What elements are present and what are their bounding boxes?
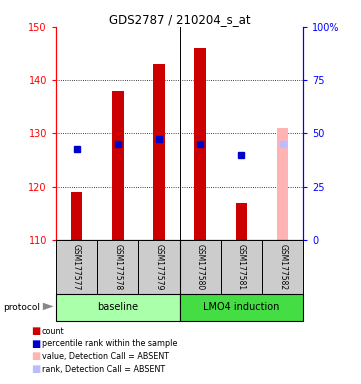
Bar bbox=[277, 128, 288, 240]
Title: GDS2787 / 210204_s_at: GDS2787 / 210204_s_at bbox=[109, 13, 251, 26]
Text: LMO4 induction: LMO4 induction bbox=[203, 302, 280, 312]
Text: protocol: protocol bbox=[4, 303, 40, 312]
Text: GSM177580: GSM177580 bbox=[196, 244, 205, 290]
Text: rank, Detection Call = ABSENT: rank, Detection Call = ABSENT bbox=[42, 364, 165, 374]
Text: GSM177578: GSM177578 bbox=[113, 244, 122, 290]
Bar bbox=[236, 203, 247, 240]
Text: percentile rank within the sample: percentile rank within the sample bbox=[42, 339, 177, 348]
Text: ■: ■ bbox=[31, 364, 40, 374]
Bar bbox=[195, 48, 206, 240]
Bar bbox=[180, 294, 303, 321]
Bar bbox=[56, 240, 97, 294]
Text: GSM177581: GSM177581 bbox=[237, 244, 246, 290]
Text: GSM177577: GSM177577 bbox=[72, 244, 81, 290]
Bar bbox=[138, 240, 180, 294]
Text: ■: ■ bbox=[31, 351, 40, 361]
Text: count: count bbox=[42, 326, 64, 336]
Text: GSM177579: GSM177579 bbox=[155, 244, 164, 290]
Bar bbox=[56, 294, 180, 321]
Text: baseline: baseline bbox=[97, 302, 138, 312]
Bar bbox=[262, 240, 303, 294]
Bar bbox=[71, 192, 82, 240]
Bar bbox=[153, 64, 165, 240]
Bar bbox=[221, 240, 262, 294]
Polygon shape bbox=[43, 303, 53, 310]
Text: value, Detection Call = ABSENT: value, Detection Call = ABSENT bbox=[42, 352, 169, 361]
Bar bbox=[97, 240, 138, 294]
Text: GSM177582: GSM177582 bbox=[278, 244, 287, 290]
Text: ■: ■ bbox=[31, 339, 40, 349]
Text: ■: ■ bbox=[31, 326, 40, 336]
Bar bbox=[112, 91, 123, 240]
Bar bbox=[180, 240, 221, 294]
